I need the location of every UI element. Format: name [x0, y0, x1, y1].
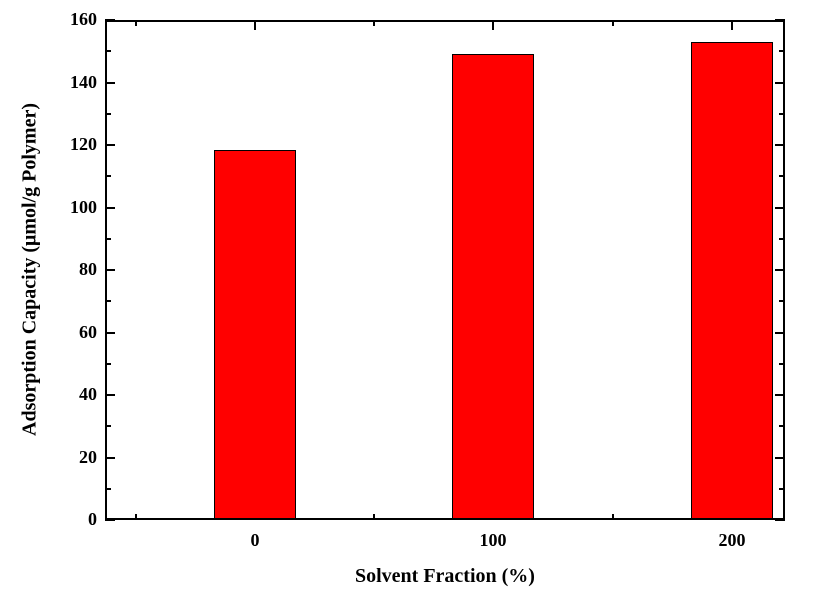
ytick-minor — [105, 363, 111, 365]
ytick-minor — [779, 488, 785, 490]
y-axis-label: Adsorption Capacity (μmol/g Polymer) — [19, 20, 42, 520]
ytick-major — [775, 19, 785, 21]
ytick-major — [105, 519, 115, 521]
ytick-major — [105, 394, 115, 396]
ytick-major — [775, 457, 785, 459]
ytick-major — [775, 269, 785, 271]
ytick-minor — [105, 425, 111, 427]
ytick-major — [775, 519, 785, 521]
xtick-major — [492, 20, 494, 30]
xtick-major — [254, 20, 256, 30]
ytick-minor — [105, 50, 111, 52]
ytick-minor — [779, 238, 785, 240]
ytick-label: 40 — [47, 384, 97, 405]
ytick-label: 80 — [47, 259, 97, 280]
ytick-major — [105, 19, 115, 21]
ytick-minor — [779, 425, 785, 427]
ytick-label: 140 — [47, 72, 97, 93]
ytick-minor — [779, 300, 785, 302]
ytick-label: 0 — [47, 509, 97, 530]
ytick-label: 100 — [47, 197, 97, 218]
ytick-major — [105, 457, 115, 459]
ytick-major — [105, 207, 115, 209]
ytick-major — [105, 144, 115, 146]
ytick-minor — [779, 175, 785, 177]
bar-chart: Adsorption Capacity (μmol/g Polymer) Sol… — [0, 0, 813, 609]
ytick-label: 160 — [47, 9, 97, 30]
xtick-minor — [373, 20, 375, 26]
xtick-major — [731, 20, 733, 30]
xtick-minor — [612, 20, 614, 26]
ytick-minor — [779, 363, 785, 365]
xtick-minor — [135, 20, 137, 26]
ytick-major — [775, 394, 785, 396]
ytick-minor — [105, 238, 111, 240]
ytick-minor — [779, 50, 785, 52]
xtick-label: 200 — [692, 530, 772, 551]
ytick-major — [775, 82, 785, 84]
ytick-major — [105, 269, 115, 271]
ytick-major — [105, 332, 115, 334]
ytick-major — [775, 144, 785, 146]
ytick-minor — [105, 175, 111, 177]
xtick-label: 0 — [215, 530, 295, 551]
ytick-label: 60 — [47, 322, 97, 343]
bar — [214, 150, 296, 519]
ytick-minor — [779, 113, 785, 115]
xtick-label: 100 — [453, 530, 533, 551]
ytick-major — [775, 207, 785, 209]
xtick-minor — [373, 514, 375, 520]
ytick-minor — [105, 488, 111, 490]
xtick-minor — [135, 514, 137, 520]
bar — [691, 42, 773, 519]
x-axis-label: Solvent Fraction (%) — [105, 565, 785, 588]
bar — [452, 54, 534, 519]
plot-area — [105, 20, 785, 520]
ytick-major — [105, 82, 115, 84]
ytick-major — [775, 332, 785, 334]
ytick-minor — [105, 300, 111, 302]
xtick-minor — [612, 514, 614, 520]
ytick-label: 20 — [47, 447, 97, 468]
ytick-minor — [105, 113, 111, 115]
ytick-label: 120 — [47, 134, 97, 155]
